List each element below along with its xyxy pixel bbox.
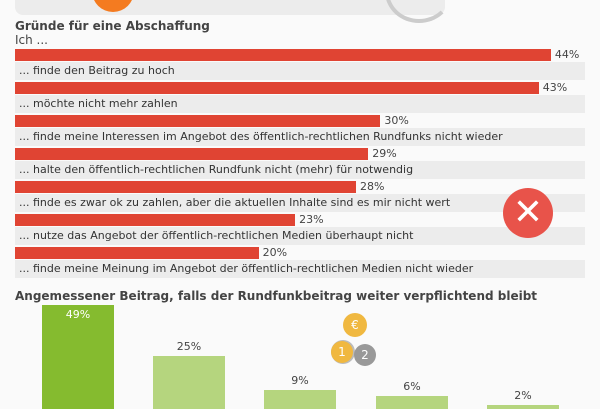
bar-row: 44% ... finde den Beitrag zu hoch — [15, 48, 585, 80]
row-background — [15, 260, 585, 278]
row-background — [15, 161, 585, 179]
bar-value-label: 28% — [360, 180, 385, 193]
bar-row: 20% ... finde meine Meinung im Angebot d… — [15, 246, 585, 278]
bar-category-label: ... nutze das Angebot der öffentlich-rec… — [19, 229, 414, 242]
bar-value-label: 2% — [514, 388, 532, 402]
bar-value-label: 49% — [65, 307, 91, 321]
bar-value-label: 43% — [542, 81, 568, 94]
bar-row: 23% ... nutze das Angebot der öffentlich… — [15, 213, 585, 245]
header-box — [15, 0, 445, 15]
orange-circle-icon — [92, 0, 134, 12]
bar — [42, 304, 114, 409]
bar-category-label: ... möchte nicht mehr zahlen — [19, 97, 178, 110]
bar — [487, 404, 559, 409]
bar-row: 28% ... finde es zwar ok zu zahlen, aber… — [15, 180, 585, 212]
bar-category-label: ... finde meine Meinung im Angebot der ö… — [19, 262, 474, 275]
x-icon: ✕ — [503, 188, 553, 238]
arc-icon — [385, 0, 453, 23]
coin-one: 1 — [331, 341, 353, 363]
bar — [15, 82, 539, 94]
bar-value-label: 20% — [262, 246, 288, 259]
bar — [15, 247, 259, 259]
chart-title-2: Angemessener Beitrag, falls der Rundfunk… — [15, 289, 538, 303]
row-background — [15, 62, 585, 80]
bar-value-label: 6% — [403, 380, 421, 394]
bar — [15, 181, 357, 193]
bar — [15, 115, 381, 127]
bar-value-label: 30% — [384, 114, 409, 127]
bar-value-label: 29% — [372, 147, 397, 160]
bar — [15, 214, 296, 226]
bar-value-label: 25% — [176, 339, 202, 353]
bar — [153, 355, 225, 409]
bar — [376, 396, 448, 409]
bar-row: 30% ... finde meine Interessen im Angebo… — [15, 114, 585, 146]
euro-coin: € — [343, 313, 367, 337]
row-background — [15, 194, 585, 212]
bar-category-label: ... finde meine Interessen im Angebot de… — [19, 130, 503, 143]
bar-value-label: 9% — [291, 373, 309, 387]
bar-row: 29% ... halte den öffentlich-rechtlichen… — [15, 147, 585, 179]
bar-category-label: ... halte den öffentlich-rechtlichen Run… — [19, 163, 414, 176]
chart-title: Gründe für eine Abschaffung — [15, 19, 210, 33]
bar — [15, 49, 551, 61]
coin-two: 2 — [354, 344, 376, 366]
row-background — [15, 95, 585, 113]
bar — [264, 389, 336, 409]
bar-value-label: 23% — [299, 213, 324, 226]
row-background — [15, 227, 585, 245]
bar-category-label: ... finde den Beitrag zu hoch — [19, 64, 175, 77]
bar-row: 43% ... möchte nicht mehr zahlen — [15, 81, 585, 113]
bar-value-label: 44% — [554, 48, 580, 61]
bar — [15, 148, 369, 160]
bar-category-label: ... finde es zwar ok zu zahlen, aber die… — [19, 196, 451, 209]
chart-subtitle: Ich ... — [15, 33, 48, 47]
row-background — [15, 128, 585, 146]
